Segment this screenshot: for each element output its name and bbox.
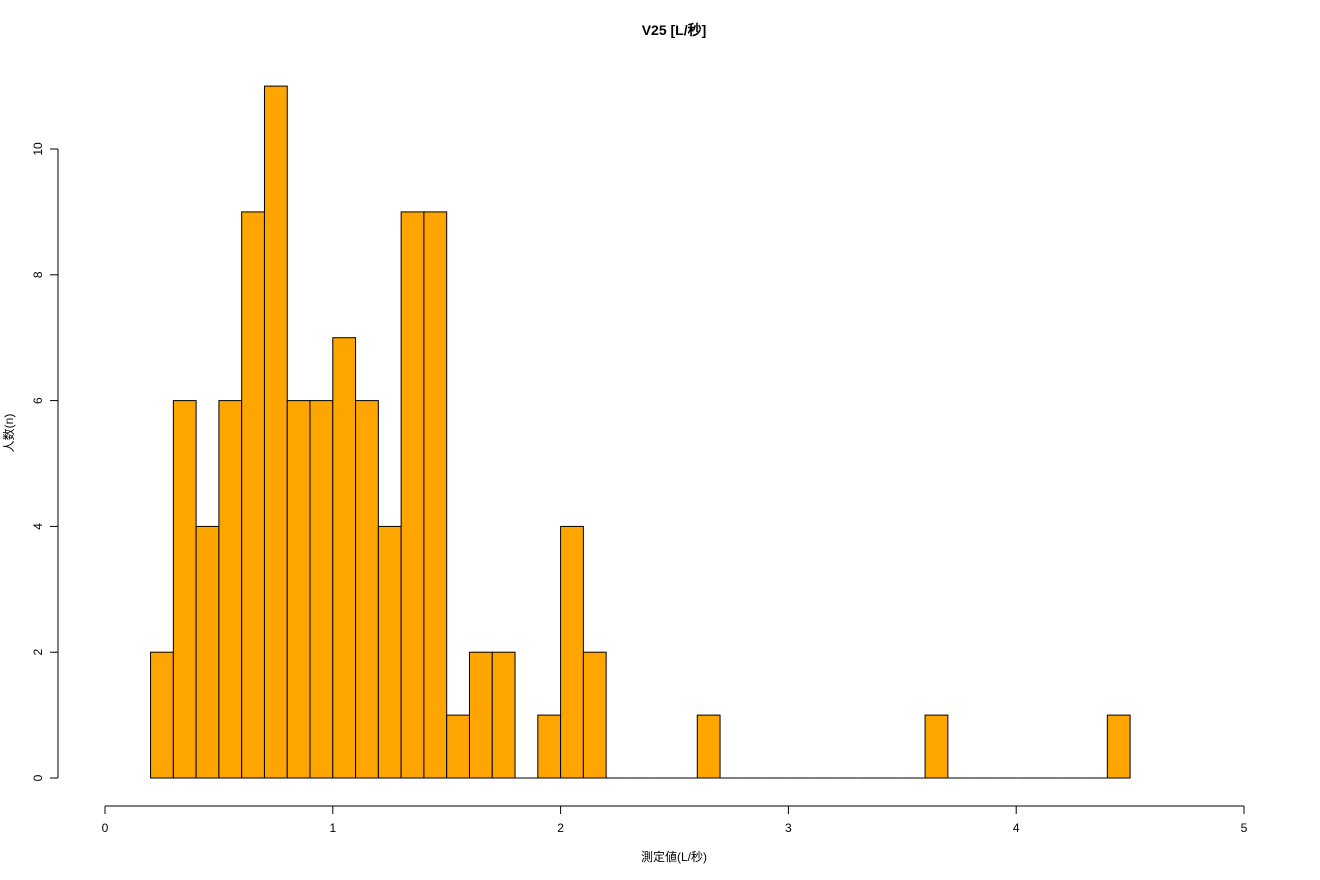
- histogram-bar: [241, 211, 265, 779]
- x-tick-label: 1: [329, 821, 336, 835]
- histogram-bar: [446, 714, 470, 779]
- histogram-bar: [400, 211, 425, 779]
- x-axis: 0 1 2 3 4 5: [102, 805, 1248, 835]
- x-tick-label: 0: [102, 821, 109, 835]
- chart-title: V25 [L/秒]: [642, 22, 707, 38]
- histogram-bar: [491, 651, 516, 779]
- x-tick-label: 2: [557, 821, 564, 835]
- histogram-bar: [355, 400, 379, 779]
- histogram-bar: [150, 651, 174, 779]
- x-tick-label: 5: [1241, 821, 1248, 835]
- histogram-bar: [560, 525, 584, 779]
- x-axis-label: 測定値(L/秒): [641, 849, 707, 864]
- y-tick-label: 10: [31, 142, 45, 156]
- y-tick-label: 8: [31, 271, 45, 278]
- x-tick-label: 4: [1013, 821, 1020, 835]
- histogram-bar: [195, 525, 220, 779]
- histogram-bar: [172, 400, 197, 779]
- y-tick-label: 2: [31, 649, 45, 656]
- y-axis-label: 人数(n): [1, 414, 16, 453]
- x-tick-label: 3: [785, 821, 792, 835]
- histogram-bar: [286, 400, 311, 779]
- y-tick-label: 4: [31, 523, 45, 530]
- histogram-bar: [263, 85, 288, 779]
- histogram-bar: [537, 714, 562, 779]
- histogram-bar: [582, 651, 607, 779]
- bars-group: [150, 85, 1131, 779]
- histogram-bar: [468, 651, 493, 779]
- histogram-bar: [332, 337, 357, 779]
- y-axis: 0 2 4 6 8 10: [31, 142, 59, 781]
- histogram-bar: [377, 525, 402, 779]
- histogram-bar: [924, 714, 949, 779]
- histogram-bar: [309, 400, 334, 779]
- y-tick-label: 0: [31, 774, 45, 781]
- histogram-bar: [1106, 714, 1131, 779]
- histogram-bar: [218, 400, 243, 779]
- histogram-bar: [423, 211, 448, 779]
- histogram-bar: [696, 714, 721, 779]
- y-tick-label: 6: [31, 397, 45, 404]
